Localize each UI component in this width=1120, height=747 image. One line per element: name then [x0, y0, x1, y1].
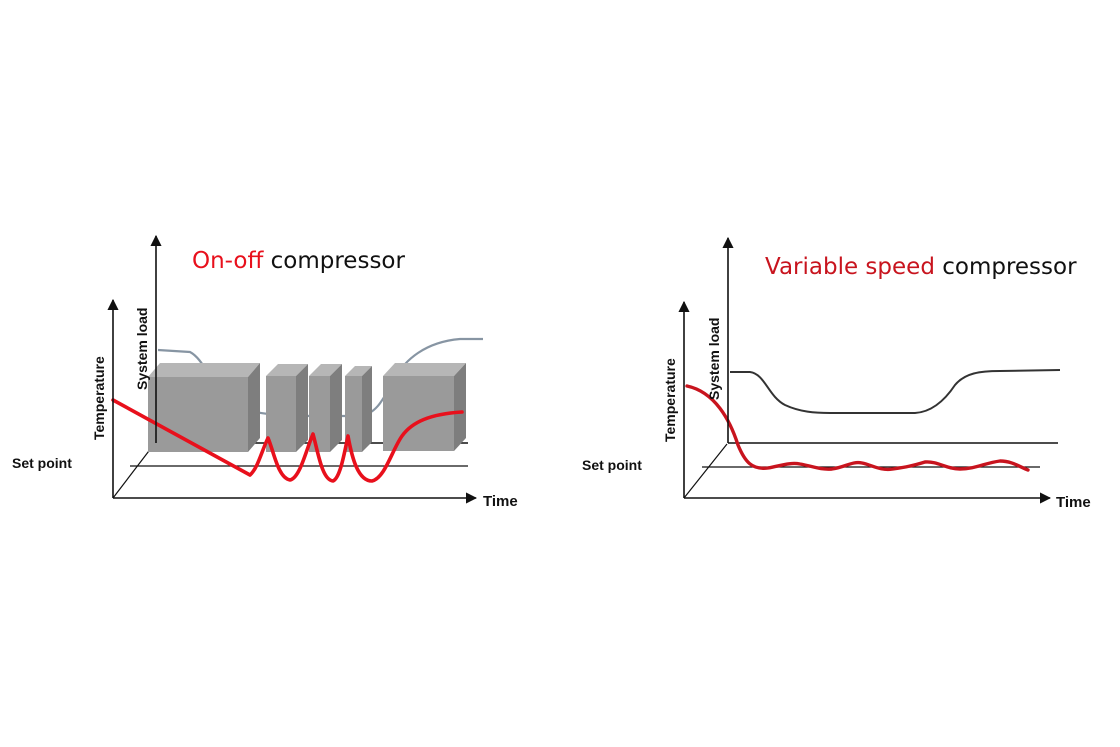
variable-speed-title-rest: compressor	[935, 254, 1077, 280]
on-off-setpoint-label: Set point	[12, 455, 72, 471]
variable-speed-temperature-curve	[685, 384, 1030, 472]
compressor-on-block-5	[383, 363, 466, 451]
on-off-system-load-label: System load	[134, 308, 150, 390]
variable-speed-setpoint-label: Set point	[582, 457, 642, 473]
on-off-depth-line	[112, 442, 156, 499]
variable-speed-title: Variable speed compressor	[765, 254, 1077, 280]
on-off-time-label: Time	[483, 493, 518, 510]
variable-speed-title-highlight: Variable speed	[765, 254, 935, 280]
variable-speed-system-load-curve	[730, 369, 1061, 414]
compressor-on-block-2	[266, 364, 308, 452]
on-off-title-rest: compressor	[263, 248, 405, 274]
variable-speed-diagram: Variable speed compressor Temperature Sy…	[582, 236, 1091, 511]
variable-speed-temperature-label: Temperature	[662, 358, 678, 442]
on-off-temperature-curve	[111, 398, 464, 483]
variable-speed-depth-line	[683, 443, 728, 499]
compressor-on-block-1	[148, 363, 260, 452]
compressor-on-block-4	[345, 366, 372, 452]
variable-speed-system-load-label: System load	[706, 318, 722, 400]
on-off-title-highlight: On-off	[192, 248, 264, 274]
on-off-diagram: On-off compressor	[12, 234, 518, 510]
on-off-temperature-label: Temperature	[91, 356, 107, 440]
on-off-title: On-off compressor	[192, 248, 405, 274]
variable-speed-time-label: Time	[1056, 494, 1091, 511]
